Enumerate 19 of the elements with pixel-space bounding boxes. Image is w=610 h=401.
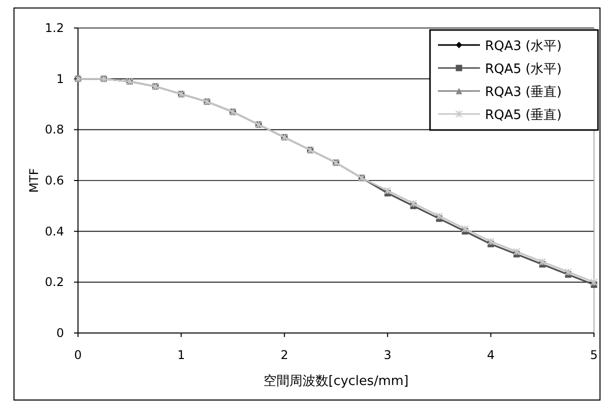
x-tick-label: 1 (177, 348, 186, 362)
legend-label: RQA5 (水平) (485, 62, 562, 77)
x-axis-title: 空間周波数[cycles/mm] (263, 374, 409, 389)
x-tick-label: 5 (590, 348, 598, 362)
y-tick-label: 1.2 (44, 21, 64, 35)
x-tick-label: 2 (280, 348, 288, 362)
y-axis-title: MTF (27, 168, 41, 193)
x-tick-label: 3 (384, 348, 392, 362)
y-tick-label: 0.6 (44, 174, 64, 188)
y-tick-label: 0.8 (44, 122, 64, 137)
y-tick-label: 0.4 (44, 224, 64, 238)
y-tick-label: 0.2 (44, 275, 64, 290)
legend-label: RQA3 (垂直) (485, 85, 562, 100)
y-tick-label: 1 (56, 72, 64, 86)
y-tick-label: 0 (56, 326, 64, 340)
legend-label: RQA5 (垂直) (485, 108, 562, 123)
legend-label: RQA3 (水平) (485, 39, 562, 54)
x-tick-label: 4 (486, 348, 495, 362)
x-tick-label: 0 (74, 348, 82, 362)
